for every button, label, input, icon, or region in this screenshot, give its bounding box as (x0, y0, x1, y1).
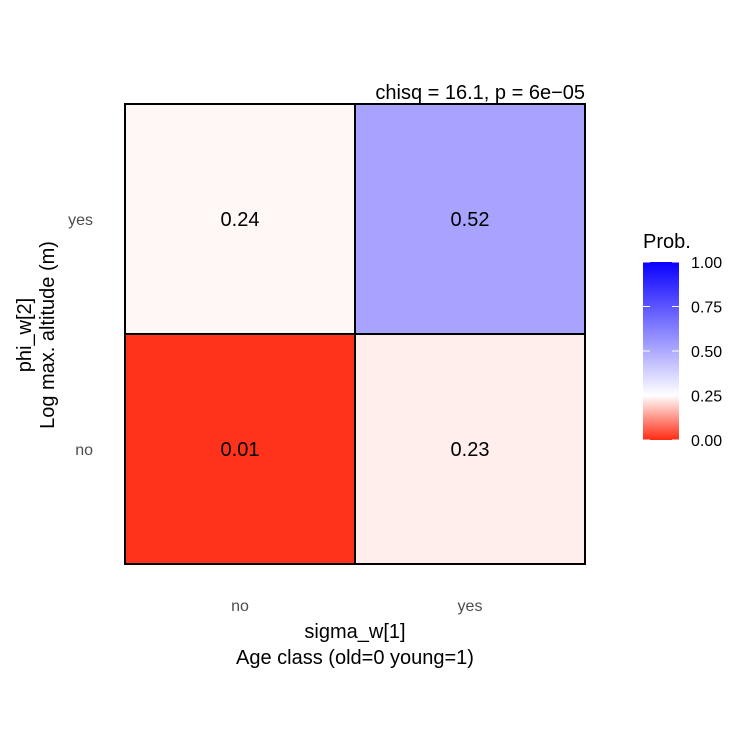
x-axis-title-line-2: Age class (old=0 young=1) (236, 647, 474, 669)
heatmap-cell-no-no (124, 333, 356, 565)
x-axis-ticks: no yes (231, 598, 482, 615)
legend-tick-label: 0.25 (691, 389, 722, 406)
cell-value-label-no-no: 0.01 (221, 439, 260, 461)
y-tick-label-yes: yes (68, 212, 93, 229)
heatmap-cell-yes-no (354, 333, 586, 565)
legend-tick-label: 0.75 (691, 300, 722, 317)
x-axis-title-line-1: sigma_w[1] (304, 621, 405, 643)
legend-tick-label: 0.50 (691, 344, 722, 361)
cell-value-label-yes-no: 0.23 (451, 439, 490, 461)
color-legend: Prob. 1.00 0.75 0.50 0.25 0.00 (643, 231, 722, 450)
cell-value-label-yes-yes: 0.52 (451, 209, 490, 231)
chart-subtitle: chisq = 16.1, p = 6e−05 (375, 82, 585, 104)
legend-ticks: 1.00 0.75 0.50 0.25 0.00 (643, 255, 722, 450)
x-tick-label-no: no (231, 598, 249, 615)
y-axis-ticks: no yes (68, 212, 93, 459)
x-tick-label-yes: yes (458, 598, 483, 615)
cell-value-label-no-yes: 0.24 (221, 209, 260, 231)
heatmap-cell-no-yes (124, 103, 356, 335)
y-axis-title-line-1: phi_w[2] (14, 298, 36, 373)
y-axis-title-line-2: Log max. altitude (m) (37, 241, 59, 429)
legend-tick-label: 0.00 (691, 433, 722, 450)
heatmap-cells: 0.24 0.52 0.01 0.23 (124, 103, 586, 565)
y-tick-label-no: no (75, 442, 93, 459)
heatmap-cell-yes-yes (354, 103, 586, 335)
legend-title: Prob. (643, 231, 691, 253)
legend-tick-label: 1.00 (691, 255, 722, 272)
